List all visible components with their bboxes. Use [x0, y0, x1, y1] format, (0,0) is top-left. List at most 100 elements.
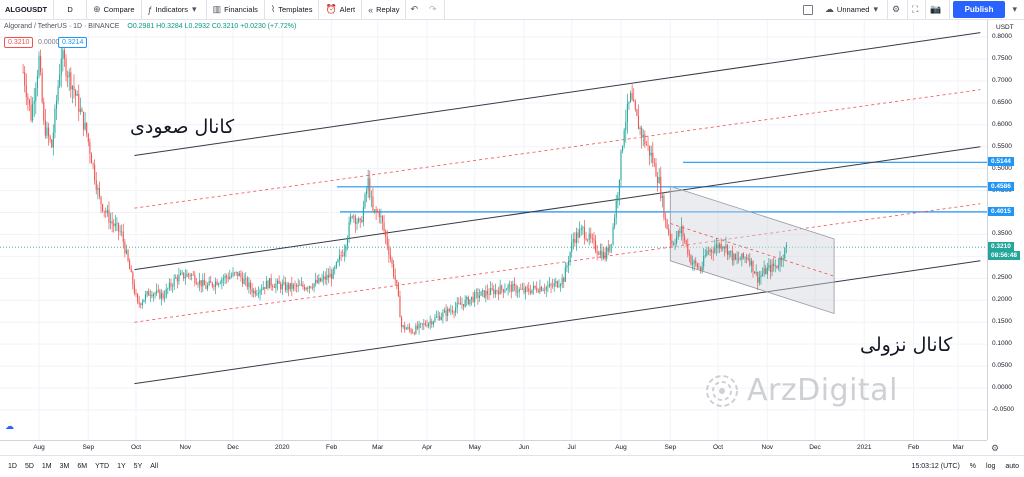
- settings-button[interactable]: ⚙: [888, 0, 909, 19]
- candle-body: [774, 265, 776, 267]
- range-button[interactable]: 6M: [77, 463, 88, 470]
- candle-body: [210, 281, 212, 283]
- candle-body: [536, 287, 538, 291]
- range-button[interactable]: 5D: [24, 463, 34, 470]
- candle-body: [211, 282, 213, 287]
- candle-body: [129, 260, 131, 270]
- undo-button[interactable]: ↶: [406, 0, 425, 19]
- descending-channel-label[interactable]: کانال نزولی: [860, 334, 953, 356]
- candle-body: [84, 122, 86, 130]
- layout-name-button[interactable]: ☁ Unnamed ▾: [819, 0, 888, 19]
- price-tick: 0.1000: [992, 340, 1012, 348]
- top-toolbar: ALGOUSDT D ⊕ Compare ƒ Indicators ▾ ▥ Fi…: [0, 0, 1024, 20]
- candle-body: [715, 244, 717, 249]
- candle-body: [440, 317, 442, 320]
- time-axis[interactable]: Aug Sep Oct Nov Dec 2020 Feb Mar Apr May Jun Jul Aug…: [0, 440, 987, 455]
- candle-body: [583, 227, 585, 238]
- ascending-channel-label[interactable]: کانال صعودی: [130, 116, 235, 138]
- candle-body: [587, 239, 589, 241]
- candle-body: [116, 223, 118, 224]
- fullscreen-button[interactable]: ⛶: [908, 0, 927, 19]
- candle-body: [184, 276, 186, 279]
- candle-body: [370, 196, 372, 198]
- candle-body: [531, 289, 533, 294]
- price-label: 0.5144: [988, 157, 1014, 167]
- publish-button[interactable]: Publish: [952, 1, 1006, 18]
- price-tick: 0.5500: [992, 142, 1012, 150]
- candle-body: [27, 96, 29, 100]
- candle-body: [237, 271, 239, 277]
- range-button[interactable]: 5Y: [133, 463, 143, 470]
- candle-body: [664, 217, 667, 220]
- range-button[interactable]: 3M: [59, 463, 70, 470]
- candle-body: [609, 244, 611, 252]
- candle-body: [192, 274, 194, 276]
- candle-body: [556, 281, 558, 287]
- candle-body: [450, 310, 452, 312]
- interval-button[interactable]: D: [54, 0, 88, 19]
- ascending-channel-line: [134, 203, 981, 323]
- candle-body: [674, 243, 676, 245]
- log-toggle[interactable]: log: [986, 463, 996, 470]
- buy-price-box[interactable]: 0.3214: [58, 37, 88, 48]
- more-button[interactable]: ▾: [1008, 0, 1024, 19]
- candle-body: [502, 289, 504, 293]
- symbol-search-button[interactable]: ALGOUSDT: [0, 0, 55, 19]
- candle-body: [167, 288, 169, 290]
- time-tick: Aug: [33, 444, 45, 451]
- snapshot-button[interactable]: 📷: [926, 0, 950, 19]
- candle-body: [284, 282, 287, 291]
- spread-value: 0.0000: [38, 39, 60, 46]
- candle-body: [75, 90, 77, 96]
- candle-body: [162, 293, 164, 298]
- candle-body: [418, 323, 420, 329]
- candle-body: [214, 281, 217, 287]
- candle-body: [682, 226, 684, 237]
- candle-body: [699, 267, 702, 271]
- alert-button[interactable]: ⏰ Alert: [319, 0, 363, 19]
- candle-body: [318, 277, 320, 283]
- price-label: 0.4015: [988, 206, 1014, 216]
- chevron-down-icon: ▾: [1012, 4, 1017, 14]
- compare-button[interactable]: ⊕ Compare: [87, 0, 142, 19]
- candle-body: [520, 289, 522, 290]
- candle-body: [698, 267, 700, 269]
- candle-body: [81, 108, 83, 112]
- candle-body: [32, 103, 34, 121]
- replay-button[interactable]: « Replay: [362, 0, 407, 19]
- redo-button[interactable]: ↷: [425, 0, 445, 19]
- candle-body: [509, 284, 511, 286]
- auto-toggle[interactable]: auto: [1005, 463, 1019, 470]
- candle-body: [383, 222, 385, 231]
- utc-clock[interactable]: 15:03:12 (UTC): [911, 463, 960, 470]
- gear-icon[interactable]: ⚙: [991, 443, 1000, 453]
- candle-body: [65, 58, 67, 77]
- indicators-button[interactable]: ƒ Indicators ▾: [142, 0, 207, 19]
- sell-price-box[interactable]: 0.3210: [4, 37, 34, 48]
- cloud-icon[interactable]: ☁: [5, 421, 14, 431]
- ascending-channel-line: [134, 260, 981, 385]
- candle-body: [455, 307, 457, 313]
- candle-body: [661, 196, 663, 198]
- candle-body: [423, 323, 425, 325]
- candle-body: [499, 285, 501, 295]
- select-checkbox[interactable]: [802, 4, 813, 15]
- price-chart[interactable]: [0, 20, 987, 440]
- candle-body: [561, 277, 563, 285]
- candle-body: [707, 250, 710, 252]
- percent-toggle[interactable]: %: [969, 463, 977, 470]
- candle-body: [478, 295, 481, 298]
- price-axis[interactable]: USDT 0.8000 0.7500 0.7000 0.6500 0.6000 0.550…: [987, 20, 1024, 440]
- range-button[interactable]: 1D: [8, 463, 17, 470]
- candle-body: [537, 290, 539, 293]
- range-button[interactable]: 1M: [41, 463, 52, 470]
- range-button[interactable]: YTD: [95, 463, 110, 470]
- templates-button[interactable]: ⌇ Templates: [265, 0, 320, 19]
- candle-body: [704, 255, 706, 257]
- candle-body: [28, 99, 31, 105]
- range-button[interactable]: All: [150, 463, 159, 470]
- candle-body: [469, 299, 471, 305]
- range-button[interactable]: 1Y: [117, 463, 126, 470]
- candle-body: [335, 262, 337, 268]
- financials-button[interactable]: ▥ Financials: [207, 0, 265, 19]
